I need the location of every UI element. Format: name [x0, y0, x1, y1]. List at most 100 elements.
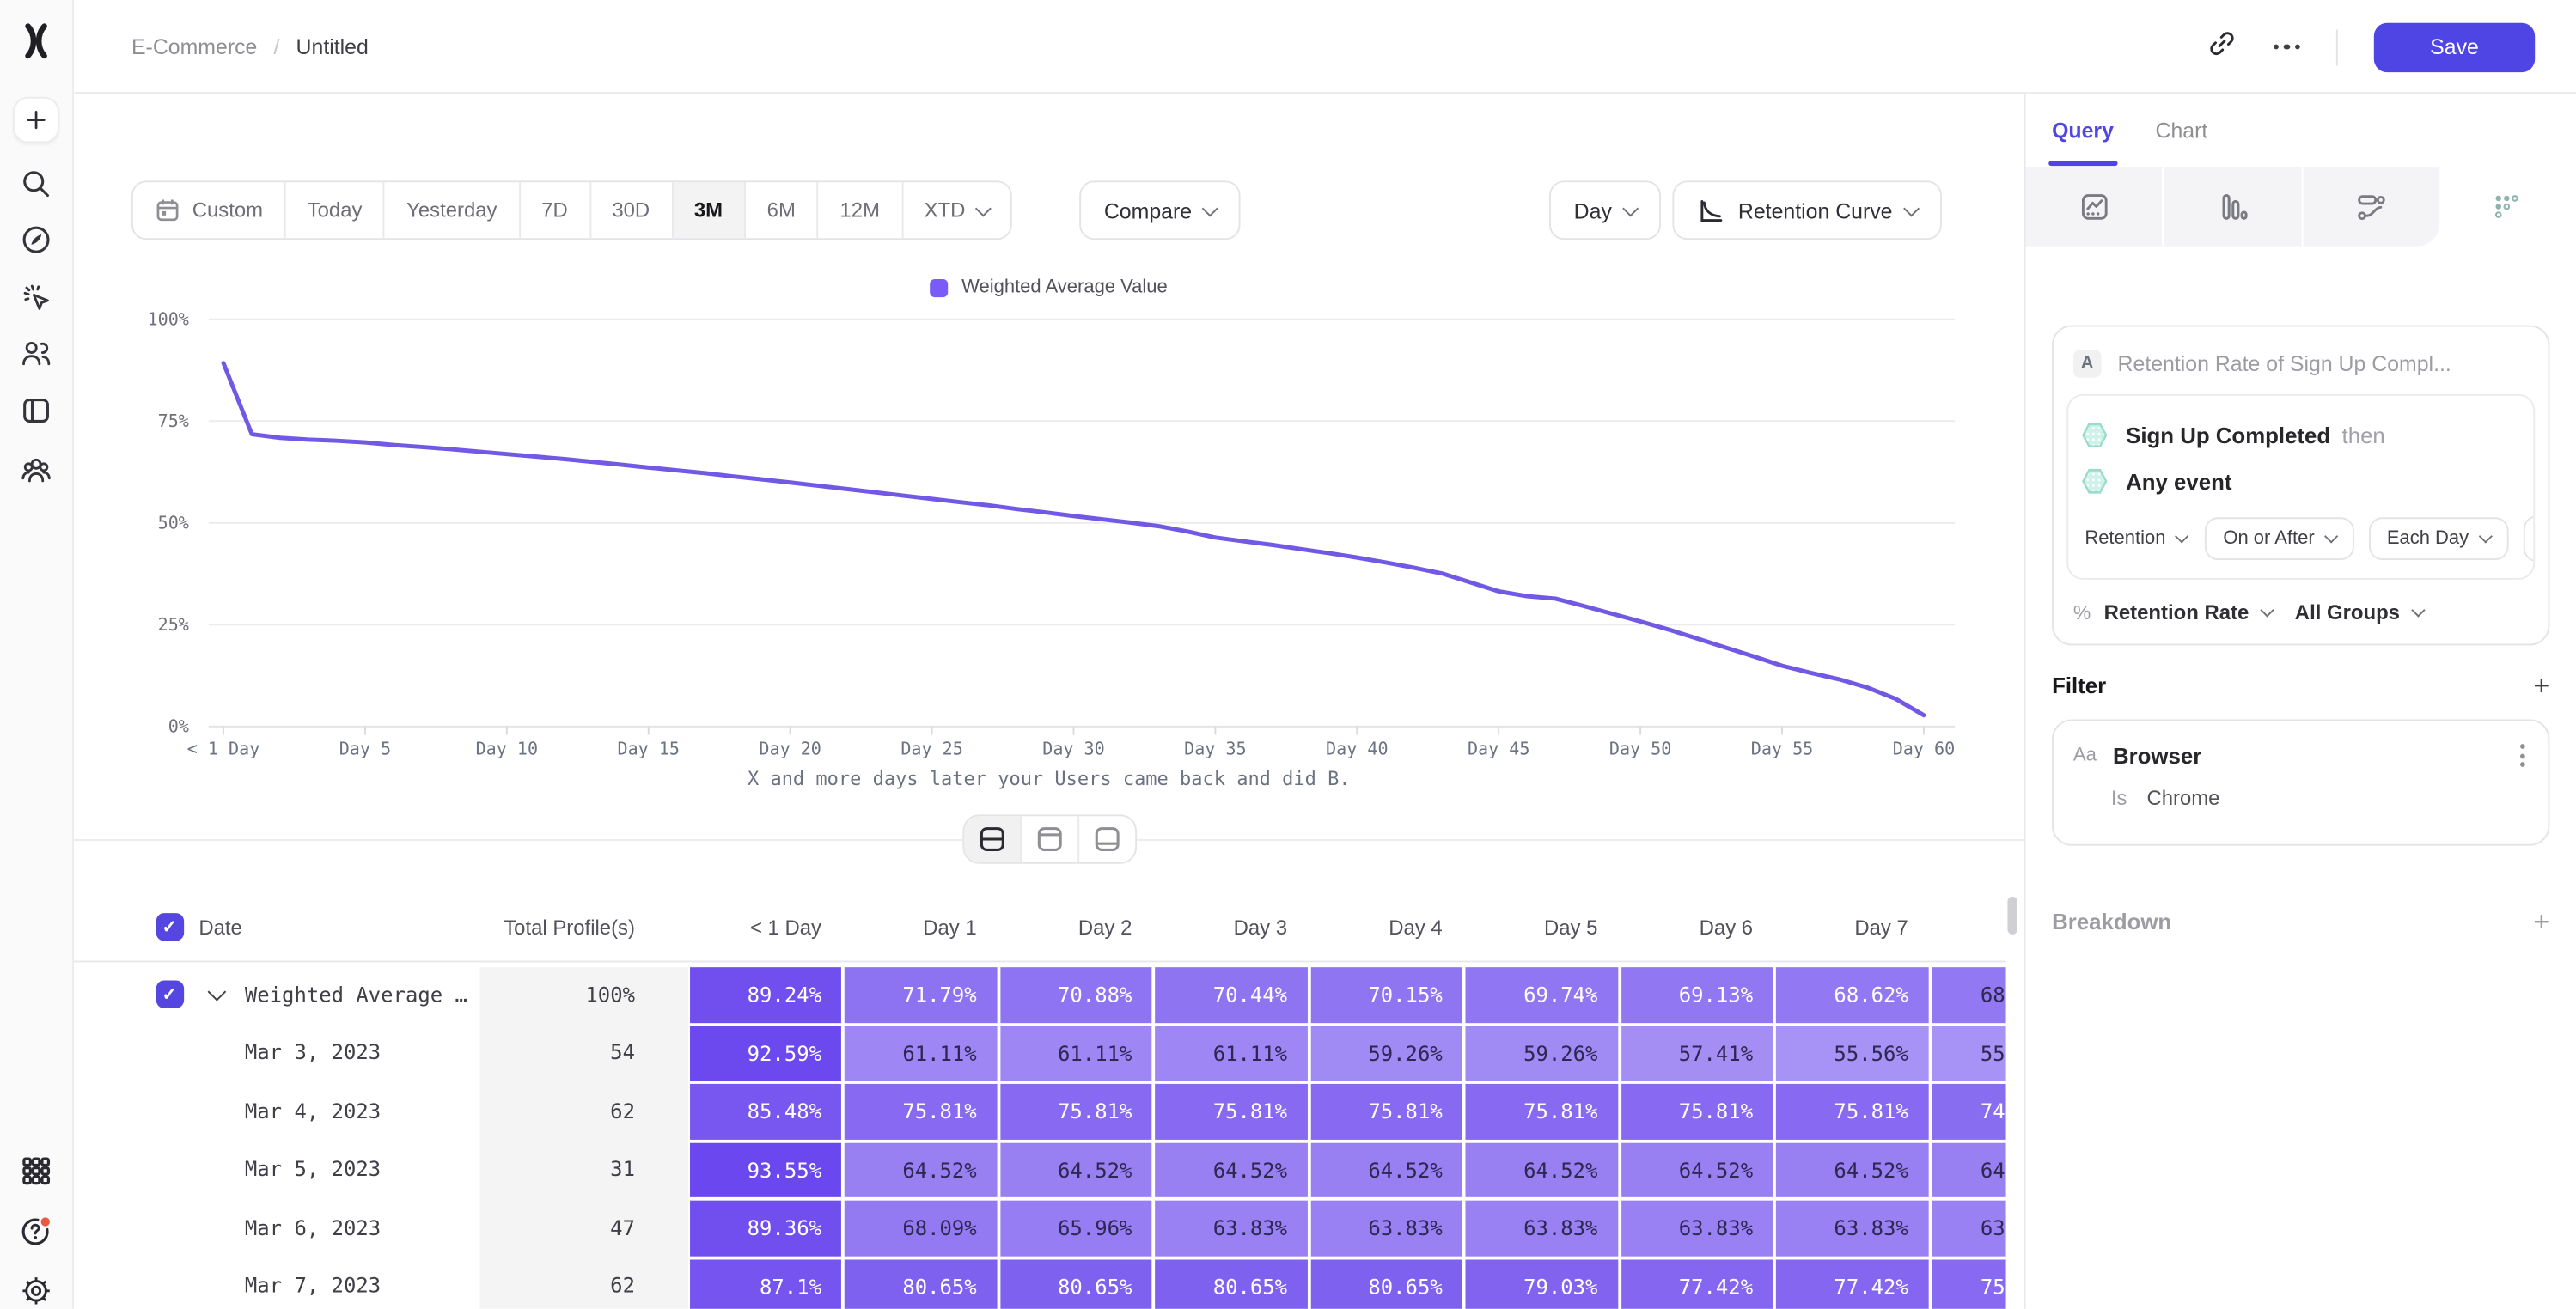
column-header-day[interactable]: < 1 Day	[749, 916, 821, 940]
retention-cell[interactable]: 55.56%	[1775, 1026, 1928, 1081]
retention-cell[interactable]: 63.83%	[1621, 1200, 1773, 1256]
retention-cell[interactable]: 61.11%	[844, 1026, 997, 1081]
retention-cell[interactable]: 59.26%	[1309, 1026, 1462, 1081]
row-label[interactable]: Mar 7, 2023	[244, 1273, 382, 1298]
step-return-event[interactable]: Any event	[2068, 458, 2533, 504]
retention-cell[interactable]: 63.83%	[1155, 1200, 1307, 1256]
column-header-day[interactable]: Day 2	[1077, 916, 1132, 940]
column-header-profiles[interactable]: Total Profile(s)	[504, 916, 635, 940]
retention-cell[interactable]: 70.88%	[999, 967, 1152, 1023]
more-options-icon[interactable]	[2273, 44, 2300, 50]
retention-cell[interactable]: 61.11%	[1155, 1026, 1307, 1081]
retention-cell[interactable]: 75.81%	[844, 1083, 997, 1139]
retention-cell[interactable]: 79.03%	[1465, 1258, 1618, 1309]
retention-cell-clipped[interactable]: 68	[1931, 967, 2006, 1023]
app-logo[interactable]	[16, 21, 56, 61]
date-range-today[interactable]: Today	[286, 182, 386, 239]
column-header-day[interactable]: Day 5	[1543, 916, 1598, 940]
date-range-custom[interactable]: Custom	[133, 182, 286, 239]
chart-legend[interactable]: Weighted Average Value	[74, 277, 2024, 297]
retention-cell[interactable]: 75.81%	[1309, 1083, 1462, 1139]
compare-button[interactable]: Compare	[1079, 180, 1242, 240]
flow-tab-icon[interactable]	[2302, 167, 2439, 247]
retention-cell[interactable]: 75.81%	[1621, 1083, 1773, 1139]
row-label[interactable]: Mar 5, 2023	[244, 1156, 382, 1182]
people-group-icon[interactable]	[20, 454, 52, 486]
retention-cell[interactable]: 69.13%	[1621, 967, 1773, 1023]
retention-cell-clipped[interactable]: 75	[1931, 1258, 2006, 1309]
column-header-day[interactable]: Day 4	[1389, 916, 1443, 940]
retention-cell[interactable]: 68.09%	[844, 1200, 997, 1256]
retention-cell[interactable]: 92.59%	[689, 1026, 841, 1081]
retention-cell[interactable]: 71.79%	[844, 967, 997, 1023]
row-label[interactable]: Weighted Average ...	[244, 981, 472, 1007]
retention-cell[interactable]: 75.81%	[1465, 1083, 1618, 1139]
retention-cell[interactable]: 77.42%	[1621, 1258, 1773, 1309]
retention-cell[interactable]: 64.52%	[1775, 1142, 1928, 1197]
retention-mode-dropdown[interactable]: Retention	[2081, 517, 2190, 560]
breadcrumb-page-title[interactable]: Untitled	[296, 34, 369, 59]
retention-cell[interactable]: 64.52%	[1155, 1142, 1307, 1197]
split-view-toggle-icon[interactable]	[963, 816, 1022, 862]
retention-cell[interactable]: 64.52%	[1309, 1142, 1462, 1197]
retention-cell[interactable]: 68.62%	[1775, 967, 1928, 1023]
help-icon[interactable]	[18, 1214, 54, 1250]
bar-chart-tab-icon[interactable]	[2164, 167, 2303, 247]
row-checkbox[interactable]	[156, 980, 185, 1009]
retention-cell-clipped[interactable]: 74	[1931, 1083, 2006, 1139]
retention-grid-tab-icon[interactable]	[2439, 167, 2576, 247]
search-icon[interactable]	[20, 167, 52, 200]
filter-property[interactable]: Browser	[2112, 743, 2202, 768]
retention-cell[interactable]: 75.81%	[1155, 1083, 1307, 1139]
column-header-day[interactable]: Day 3	[1233, 916, 1288, 940]
retention-cell[interactable]: 64.52%	[844, 1142, 997, 1197]
granularity-dropdown[interactable]: Day	[1549, 180, 1662, 240]
groups-dropdown[interactable]: All Groups	[2294, 600, 2400, 624]
retention-cell-clipped[interactable]: 63	[1931, 1200, 2006, 1256]
retention-cell[interactable]: 85.48%	[689, 1083, 841, 1139]
retention-cell[interactable]: 59.26%	[1465, 1026, 1618, 1081]
chart-type-dropdown[interactable]: Retention Curve	[1672, 180, 1942, 240]
sidebar-panel-icon[interactable]	[20, 394, 52, 427]
apps-grid-icon[interactable]	[20, 1154, 52, 1187]
new-report-button[interactable]	[13, 96, 59, 143]
column-header-day[interactable]: Day 6	[1699, 916, 1754, 940]
retention-cell-clipped[interactable]: 64	[1931, 1142, 2006, 1197]
row-label[interactable]: Mar 3, 2023	[244, 1039, 382, 1065]
retention-cell[interactable]: 64.52%	[1465, 1142, 1618, 1197]
row-label[interactable]: Mar 4, 2023	[244, 1098, 382, 1123]
column-header-date[interactable]: Date	[198, 916, 242, 940]
retention-cell[interactable]: 93.55%	[689, 1142, 841, 1197]
retention-cell[interactable]: 70.44%	[1155, 967, 1307, 1023]
metric-dropdown[interactable]: Retention Rate	[2103, 600, 2249, 624]
retention-cell[interactable]: 75.81%	[1775, 1083, 1928, 1139]
table-scrollbar-thumb[interactable]	[2007, 896, 2017, 935]
retention-cell-clipped[interactable]: 55	[1931, 1026, 2006, 1081]
retention-cell[interactable]: 87.1%	[689, 1258, 841, 1309]
retention-cell[interactable]: 64.52%	[1621, 1142, 1773, 1197]
retention-curve-chart[interactable]: 100% 75% 50% 25% 0%< 1 Day Day 5 Day 10 Day 15 D…	[74, 225, 2024, 767]
filter-card[interactable]: Aa Browser Is Chrome	[2052, 719, 2550, 846]
save-button[interactable]: Save	[2373, 21, 2536, 72]
date-range-yesterday[interactable]: Yesterday	[385, 182, 521, 239]
retention-cell[interactable]: 80.65%	[1155, 1258, 1307, 1309]
retention-cell[interactable]: 63.83%	[1775, 1200, 1928, 1256]
query-title[interactable]: Retention Rate of Sign Up Compl...	[2117, 350, 2451, 375]
retention-cell[interactable]: 70.15%	[1309, 967, 1462, 1023]
share-link-icon[interactable]	[2206, 27, 2237, 67]
row-label[interactable]: Mar 6, 2023	[244, 1215, 382, 1240]
retention-cell[interactable]: 57.41%	[1621, 1026, 1773, 1081]
column-header-day[interactable]: Day 7	[1854, 916, 1908, 940]
retention-cell[interactable]: 61.11%	[999, 1026, 1152, 1081]
add-breakdown-button[interactable]: +	[2533, 906, 2550, 938]
each-day-dropdown[interactable]: Each Day	[2368, 517, 2509, 560]
add-filter-button[interactable]: +	[2533, 670, 2550, 702]
retention-cell[interactable]: 89.36%	[689, 1200, 841, 1256]
expand-row-chevron-icon[interactable]	[207, 983, 227, 1002]
on-or-after-dropdown[interactable]: On or After	[2205, 517, 2354, 560]
tab-query[interactable]: Query	[2048, 94, 2117, 167]
users-icon[interactable]	[20, 337, 52, 369]
filter-kebab-menu-icon[interactable]	[2517, 740, 2528, 770]
top-panel-view-toggle-icon[interactable]	[1021, 816, 1079, 862]
select-all-checkbox[interactable]	[156, 913, 185, 941]
